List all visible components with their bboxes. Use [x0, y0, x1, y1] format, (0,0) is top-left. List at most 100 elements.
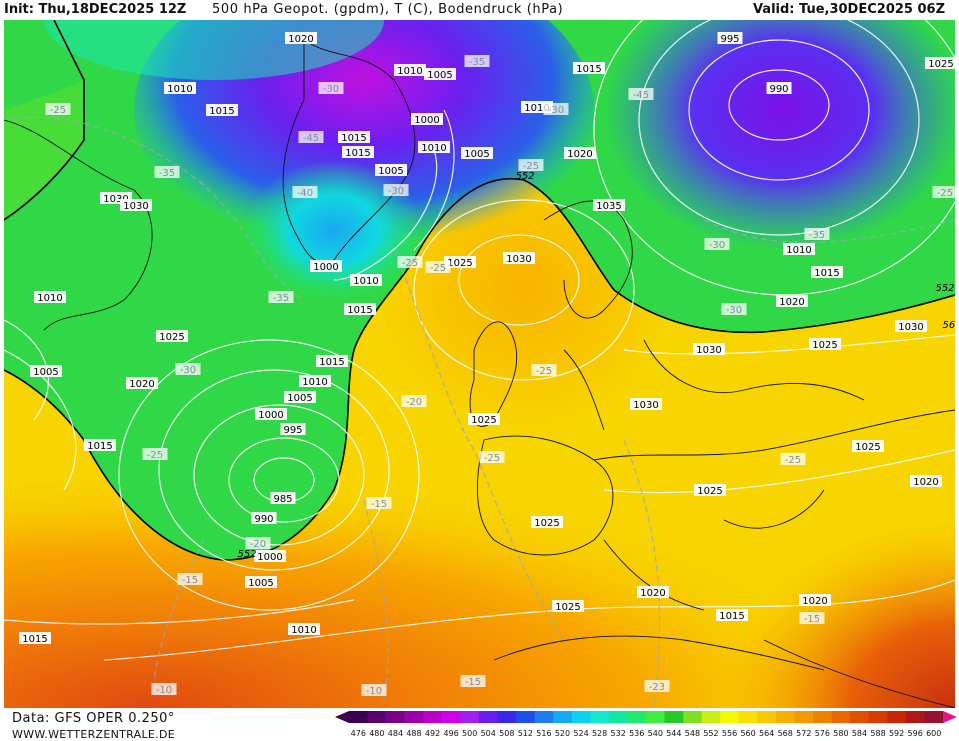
pressure-label-text: 1020: [779, 297, 804, 308]
temperature-label-text: -25: [430, 263, 446, 274]
colorbar-swatch: [701, 711, 721, 723]
pressure-label: 1000: [411, 113, 443, 126]
temperature-label-text: -25: [523, 161, 539, 172]
pressure-label: 1010: [394, 64, 426, 77]
temperature-label: -10: [151, 683, 177, 696]
init-time-label: Init: Thu,18DEC2025 12Z: [4, 2, 187, 17]
pressure-label: 985: [270, 492, 296, 505]
temperature-label: -35: [804, 228, 830, 241]
pressure-label: 1030: [630, 398, 662, 411]
pressure-label-text: 1010: [421, 143, 446, 154]
pressure-label: 1020: [910, 475, 942, 488]
pressure-label-text: 1025: [812, 340, 837, 351]
temperature-label-text: -20: [406, 397, 422, 408]
pressure-label-text: 1000: [258, 410, 283, 421]
temperature-label: -45: [628, 88, 654, 101]
pressure-label-text: 1025: [855, 442, 880, 453]
pressure-label-text: 1010: [397, 66, 422, 77]
colorbar-tick-label: 484: [388, 729, 403, 738]
pressure-label: 1015: [716, 609, 748, 622]
pressure-label-text: 1020: [288, 34, 313, 45]
temperature-label-text: -30: [709, 240, 725, 251]
pressure-label-text: 1005: [287, 393, 312, 404]
pressure-label-text: 1030: [103, 194, 128, 205]
colorbar-swatch: [831, 711, 851, 723]
temperature-label-text: -30: [180, 365, 196, 376]
pressure-label: 1025: [156, 330, 188, 343]
colorbar-swatch: [516, 711, 536, 723]
pressure-label-text: 990: [254, 514, 273, 525]
temperature-label-text: -35: [809, 230, 825, 241]
valid-time-label: Valid: Tue,30DEC2025 06Z: [752, 2, 945, 17]
pressure-label: 1005: [461, 147, 493, 160]
temperature-label: -35: [154, 166, 180, 179]
temperature-label: -25: [531, 364, 557, 377]
contour-552-west: [4, 20, 85, 221]
colorbar-tick-label: 504: [481, 729, 496, 738]
pressure-label: 1025: [925, 57, 955, 70]
pressure-label-text: 1010: [524, 103, 549, 114]
temperature-label-text: -35: [273, 293, 289, 304]
pressure-label-text: 1020: [913, 477, 938, 488]
temperature-label-text: -40: [297, 188, 313, 199]
pressure-label: 1000: [310, 260, 342, 273]
colorbar-tick-label: 572: [796, 729, 811, 738]
pressure-label: 1005: [245, 576, 277, 589]
colorbar-swatch: [646, 711, 666, 723]
colorbar-swatch: [590, 711, 610, 723]
temperature-label-text: -30: [323, 84, 339, 95]
contour-552: [4, 177, 955, 561]
temperature-label-text: -25: [402, 258, 418, 269]
temperature-label-text: -15: [804, 614, 820, 625]
pressure-label-text: 1025: [534, 518, 559, 529]
temperature-label-text: -23: [649, 682, 665, 693]
colorbar-arrow-left: [335, 711, 349, 723]
pressure-label: 1025: [468, 413, 500, 426]
pressure-label-text: 1015: [719, 611, 744, 622]
pressure-label: 1005: [284, 391, 316, 404]
pressure-label: 1020: [637, 586, 669, 599]
colorbar-swatch: [367, 711, 387, 723]
colorbar-tick-label: 536: [629, 729, 644, 738]
pressure-label-text: 985: [273, 494, 292, 505]
pressure-label-text: 1015: [209, 106, 234, 117]
pressure-label: 1020: [564, 147, 596, 160]
colorbar-swatch: [349, 711, 369, 723]
temperature-label: -45: [298, 131, 324, 144]
temperature-label-text: -10: [156, 685, 172, 696]
pressure-label: 1005: [30, 365, 62, 378]
pressure-label-text: 1005: [464, 149, 489, 160]
colorbar-swatch: [608, 711, 628, 723]
pressure-label: 995: [717, 32, 743, 45]
pressure-label-text: 1030: [898, 322, 923, 333]
temperature-label-text: -30: [388, 186, 404, 197]
pressure-label: 1010: [34, 291, 66, 304]
colorbar-swatch: [868, 711, 888, 723]
pressure-label: 1015: [344, 303, 376, 316]
temperature-label-text: -10: [366, 686, 382, 697]
pressure-label-text: 1015: [319, 357, 344, 368]
pressure-label: 1025: [444, 256, 476, 269]
pressure-label: 1030: [120, 199, 152, 212]
colorbar-swatch: [738, 711, 758, 723]
colorbar-tick-label: 596: [908, 729, 923, 738]
pressure-label-text: 1010: [167, 84, 192, 95]
pressure-label-text: 1025: [697, 486, 722, 497]
temperature-label-text: -15: [182, 575, 198, 586]
pressure-label-text: 1005: [378, 166, 403, 177]
pressure-label: 990: [766, 82, 792, 95]
pressure-label: 990: [251, 512, 277, 525]
temperature-label: -25: [142, 448, 168, 461]
temperature-label: -30: [383, 184, 409, 197]
pressure-label: 1015: [84, 439, 116, 452]
temperature-label: -15: [177, 573, 203, 586]
pressure-label-text: 1000: [313, 262, 338, 273]
coastlines: [4, 39, 955, 708]
pressure-label: 1010: [783, 243, 815, 256]
pressure-label: 1025: [552, 600, 584, 613]
pressure-label-text: 1030: [633, 400, 658, 411]
pressure-label-text: 1015: [22, 634, 47, 645]
temperature-label-text: -25: [536, 366, 552, 377]
temperature-label: -30: [175, 363, 201, 376]
pressure-label-text: 1015: [87, 441, 112, 452]
